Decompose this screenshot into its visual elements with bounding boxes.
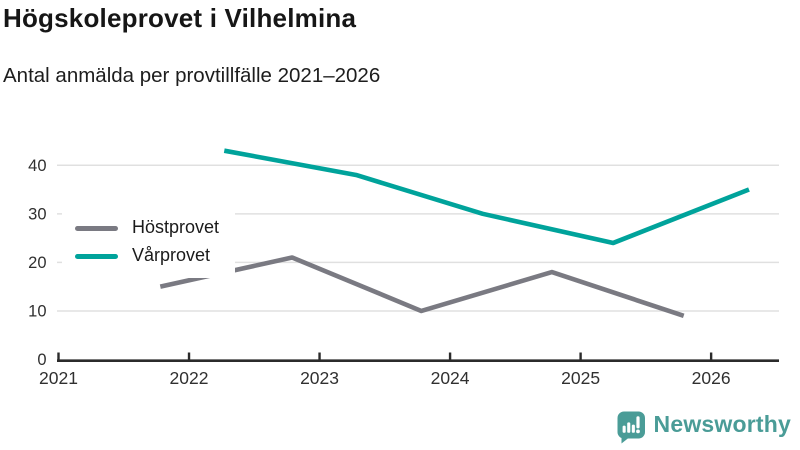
x-tick-label-2024: 2024 [431, 368, 470, 388]
legend-swatch-varprovet [75, 253, 118, 259]
branding-name: Newsworthy [653, 411, 791, 437]
x-tick-label-2026: 2026 [692, 368, 731, 388]
series-line-1-vrprovet [223, 148, 750, 246]
y-tick-label-30: 30 [28, 205, 46, 223]
y-tick-label-20: 20 [28, 254, 46, 272]
legend-label: Vårprovet [132, 245, 211, 265]
x-tick-label-2022: 2022 [170, 368, 209, 388]
chart-subtitle: Antal anmälda per provtillfälle 2021–202… [3, 64, 381, 87]
legend-label: Höstprovet [132, 217, 220, 237]
legend-swatch-hostprovet [75, 225, 118, 231]
x-tick-label-2023: 2023 [300, 368, 339, 388]
x-tick-label-2021: 2021 [39, 368, 78, 388]
y-tick-label-40: 40 [28, 157, 46, 175]
newsworthy-logo: Newsworthy [617, 411, 791, 444]
series-line-0-hstprovet [159, 255, 685, 318]
chart-title: Högskoleprovet i Vilhelmina [3, 3, 357, 33]
y-tick-label-0: 0 [37, 351, 46, 369]
newsworthy-speech-bubble-bar-chart-icon [617, 411, 645, 444]
legend-item-varprovet: Vårprovet [75, 242, 219, 270]
chart-legend: Höstprovet Vårprovet [62, 208, 236, 278]
x-tick-label-2025: 2025 [561, 368, 600, 388]
legend-item-hostprovet: Höstprovet [75, 214, 219, 242]
y-tick-label-10: 10 [28, 302, 46, 320]
